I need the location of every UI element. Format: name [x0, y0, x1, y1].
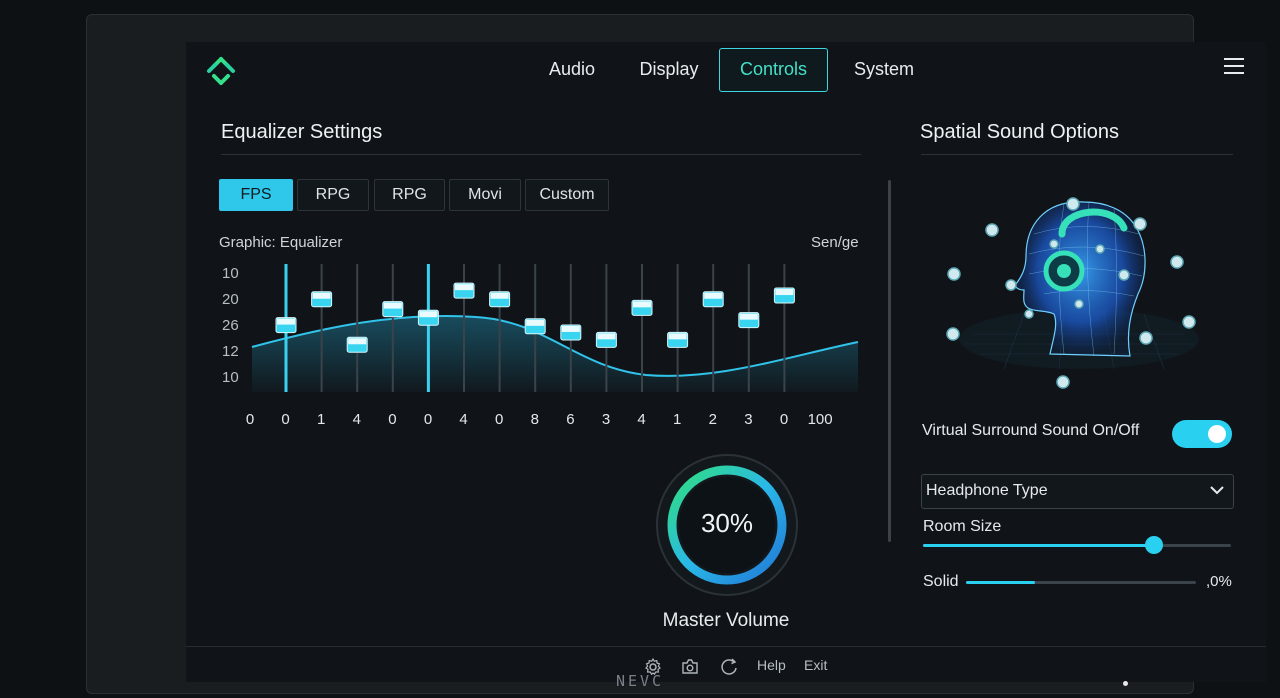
eq-band-label: 2 — [708, 411, 717, 428]
eq-thumb-highlight — [704, 292, 723, 299]
eq-band-label: 0 — [423, 411, 433, 428]
divider — [921, 154, 1233, 155]
eq-thumb-highlight — [633, 301, 651, 308]
tab-system[interactable]: System — [853, 59, 914, 79]
eq-thumb-highlight — [277, 318, 295, 325]
eq-thumb-highlight — [561, 325, 580, 332]
room-size-thumb[interactable] — [1145, 536, 1163, 554]
eq-thumb-highlight — [597, 333, 616, 340]
divider — [221, 154, 861, 155]
eq-band-label: 0 — [779, 411, 789, 428]
monitor-bezel: Audio Display Controls System Equalizer … — [86, 14, 1266, 694]
master-volume-dial[interactable] — [654, 452, 800, 598]
eq-band-label: 1 — [317, 411, 326, 428]
y-axis-label: 12 — [222, 343, 239, 360]
room-size-fill — [923, 544, 1154, 547]
tab-audio[interactable]: Audio — [548, 59, 596, 79]
top-nav: Audio Display Controls System — [186, 48, 1266, 92]
eq-thumb-highlight — [775, 289, 794, 296]
gear-icon[interactable] — [643, 657, 663, 677]
solid-fill — [966, 581, 1035, 584]
room-size-label: Room Size — [923, 518, 1002, 535]
y-axis-label: 10 — [222, 369, 239, 386]
eq-band-label: 0 — [388, 411, 397, 428]
y-axis-label: 20 — [222, 291, 239, 308]
preset-movie-button[interactable]: Movi — [449, 179, 521, 211]
master-volume-value: 30% — [700, 508, 754, 538]
eq-curve-glow — [252, 316, 858, 392]
spatial-sound-title: Spatial Sound Options — [920, 121, 1120, 143]
exit-link[interactable]: Exit — [804, 657, 828, 673]
hamburger-menu-icon[interactable] — [1224, 58, 1244, 78]
equalizer-title: Equalizer Settings — [221, 121, 383, 143]
eq-thumb-highlight — [348, 338, 367, 345]
eq-thumb-highlight — [383, 302, 402, 309]
eq-band-label: 4 — [352, 411, 361, 428]
solid-label: Solid — [923, 573, 959, 590]
refresh-icon[interactable] — [719, 657, 739, 677]
eq-thumb-highlight — [419, 311, 438, 318]
eq-band-label: 4 — [637, 411, 646, 428]
tab-display[interactable]: Display — [639, 59, 699, 79]
eq-band-label: 6 — [566, 411, 575, 428]
eq-band-label: 1 — [673, 411, 682, 428]
graphic-equalizer-label: Graphic: Equalizer — [219, 234, 343, 251]
app-logo-icon — [207, 57, 235, 85]
monitor-brand-logo: NEVC — [615, 672, 665, 690]
solid-slider[interactable] — [966, 581, 1196, 584]
help-link[interactable]: Help — [757, 657, 786, 673]
preset-custom-button[interactable]: Custom — [525, 179, 609, 211]
scroll-divider[interactable] — [888, 180, 891, 542]
virtual-surround-toggle[interactable] — [1172, 420, 1232, 448]
eq-thumb-highlight — [455, 284, 473, 291]
power-led — [1123, 681, 1128, 686]
eq-band-label: 3 — [601, 411, 611, 428]
eq-band-label: 3 — [744, 411, 753, 428]
toggle-knob — [1208, 425, 1226, 443]
master-volume-label: Master Volume — [662, 610, 790, 631]
head-3d-illustration — [946, 197, 1199, 389]
room-size-slider[interactable] — [923, 536, 1231, 554]
eq-curve-line — [251, 315, 859, 377]
preset-rpg-button[interactable]: RPG — [297, 179, 369, 211]
camera-icon[interactable] — [680, 657, 700, 677]
chevron-down-icon — [1210, 486, 1224, 495]
eq-band-label: 4 — [459, 411, 468, 428]
eq-band-label: 0 — [495, 411, 504, 428]
preset-fps-button[interactable]: FPS — [219, 179, 293, 211]
eq-thumb-highlight — [668, 333, 687, 340]
bottom-toolbar: Help Exit — [186, 646, 1266, 682]
preset-rpg-2-button[interactable]: RPG — [374, 179, 445, 211]
eq-thumb-highlight — [490, 292, 509, 299]
y-axis-label: 10 — [222, 265, 239, 282]
range-label: Sen/ge — [811, 234, 859, 251]
headphone-type-dropdown[interactable]: Headphone Type — [921, 474, 1234, 509]
app-screen: Audio Display Controls System Equalizer … — [186, 42, 1266, 682]
virtual-surround-label: Virtual Surround Sound On/Off — [922, 422, 1140, 439]
eq-band-label: 0 — [281, 411, 290, 428]
tab-controls[interactable]: Controls — [719, 48, 828, 92]
solid-value: ,0% — [1206, 573, 1232, 590]
eq-band-label: 8 — [530, 411, 539, 428]
eq-band-label: 0 — [245, 411, 255, 428]
equalizer-graph — [251, 264, 859, 392]
y-axis-label: 26 — [222, 317, 239, 334]
eq-band-label: 100 — [807, 411, 833, 428]
eq-thumb-highlight — [739, 313, 758, 320]
eq-thumb-highlight — [312, 292, 331, 299]
eq-thumb-highlight — [526, 319, 545, 326]
headphone-type-value: Headphone Type — [926, 482, 1048, 499]
